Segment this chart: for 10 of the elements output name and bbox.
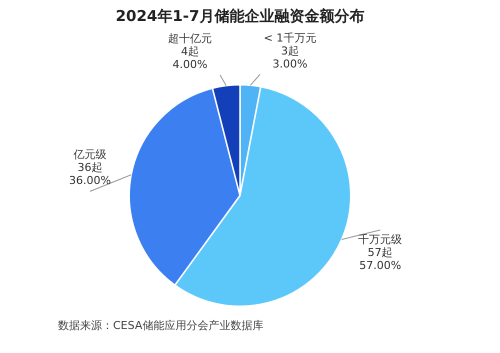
slice-label: < 1千万元 <box>264 31 316 44</box>
chart-title: 2024年1-7月储能企业融资金额分布 <box>116 6 364 25</box>
slice-label: 千万元级 <box>358 232 402 246</box>
slice-label: 超十亿元 <box>168 32 212 45</box>
data-label: 3起 3.00% <box>272 44 308 70</box>
data-label: 57起 57.00% <box>359 246 402 272</box>
slice-label: 亿元级 <box>72 148 106 162</box>
source-note: 数据来源：CESA储能应用分会产业数据库 <box>58 318 264 332</box>
data-label: 4起 4.00% <box>172 44 208 71</box>
data-label: 36起 36.00% <box>68 161 111 188</box>
